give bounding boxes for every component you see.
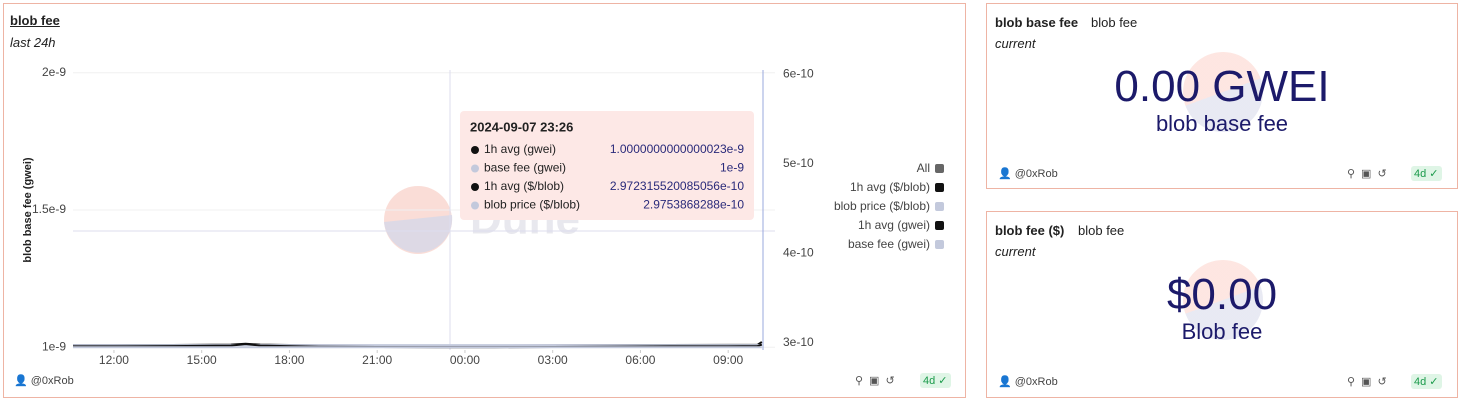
actions[interactable]: ⚲▣↺	[1347, 168, 1393, 180]
y2-tick-label: 3e-10	[783, 335, 814, 349]
counter-value: 0.00 GWEI	[1114, 62, 1330, 111]
x-tick-label: 18:00	[274, 353, 304, 367]
age: 4d	[923, 375, 936, 387]
y2-tick-label: 5e-10	[783, 156, 814, 170]
counter-panel: blob base fee blob fee current 0.00 GWEI…	[986, 3, 1458, 189]
legend-swatch	[935, 221, 944, 230]
chart-title[interactable]: blob fee	[10, 13, 60, 28]
tooltip: 2024-09-07 23:26 1h avg (gwei) 1.000000000…	[460, 111, 754, 220]
counter-label: blob base fee	[1155, 111, 1289, 136]
y-tick-label: 2e-9	[42, 65, 66, 79]
legend-swatch	[935, 183, 944, 192]
counter-title[interactable]: blob base fee	[995, 15, 1079, 30]
legend-label: blob price ($/blob)	[834, 199, 930, 213]
legend-swatch	[935, 164, 944, 173]
watermark-logo	[1183, 52, 1263, 132]
age-badge: 4d ✓	[1411, 374, 1442, 389]
legend-all: All	[917, 161, 930, 175]
tooltip-dot	[471, 146, 479, 154]
chart: Dune1e-91.5e-92e-93e-104e-105e-106e-1012…	[22, 65, 944, 367]
tooltip-dot	[471, 183, 479, 191]
legend-label: 1h avg ($/blob)	[850, 180, 930, 194]
author[interactable]: 👤 @0xRob	[998, 376, 1058, 388]
counter-value: $0.00	[1166, 270, 1278, 319]
age: 4d	[1414, 168, 1427, 180]
x-tick-label: 15:00	[187, 353, 217, 367]
tooltip-dot	[471, 164, 479, 173]
tooltip-name: blob price ($/blob)	[484, 198, 580, 212]
tooltip-title: 2024-09-07 23:26	[470, 119, 573, 134]
x-tick-label: 09:00	[713, 353, 743, 367]
tooltip-name: 1h avg (gwei)	[484, 142, 556, 156]
counter-panel: blob fee ($) blob fee current $0.00 Blob…	[986, 211, 1458, 398]
counter-title[interactable]: blob fee ($)	[995, 223, 1065, 238]
watermark-logo	[1183, 260, 1263, 340]
counter-subtitle: current	[995, 36, 1036, 51]
counter-subtitle: current	[995, 244, 1036, 259]
age-badge: 4d ✓	[920, 373, 951, 388]
legend-label: base fee (gwei)	[848, 237, 930, 251]
x-tick-label: 12:00	[99, 353, 129, 367]
tooltip-name: base fee (gwei)	[484, 161, 566, 175]
tooltip-box	[460, 111, 754, 220]
counter-label: Blob fee	[1181, 319, 1263, 344]
tooltip-value: 1e-9	[720, 161, 744, 175]
legend-swatch	[935, 240, 944, 249]
tooltip-value: 2.972315520085056e-10	[610, 179, 744, 193]
author[interactable]: 👤 @0xRob	[14, 375, 74, 387]
x-tick-label: 03:00	[538, 353, 568, 367]
counter-query[interactable]: blob fee	[1091, 15, 1138, 30]
actions[interactable]: ⚲▣↺	[855, 375, 901, 387]
tooltip-dot	[471, 201, 479, 210]
y-tick-label: 1.5e-9	[32, 202, 66, 216]
author-name[interactable]: @0xRob	[1014, 168, 1058, 180]
chart-subtitle: last 24h	[10, 35, 56, 50]
tooltip-value: 2.9753868288e-10	[643, 198, 744, 212]
tooltip-name: 1h avg ($/blob)	[484, 179, 564, 193]
x-tick-label: 00:00	[450, 353, 480, 367]
x-tick-label: 06:00	[625, 353, 655, 367]
author-name[interactable]: @0xRob	[1014, 376, 1058, 388]
legend-label: 1h avg (gwei)	[858, 218, 930, 232]
y2-tick-label: 6e-10	[783, 67, 814, 81]
y-tick-label: 1e-9	[42, 339, 66, 353]
tooltip-value: 1.0000000000000023e-9	[610, 142, 744, 156]
y-axis-label: blob base fee (gwei)	[22, 157, 34, 262]
counter-query[interactable]: blob fee	[1078, 223, 1125, 238]
author[interactable]: 👤 @0xRob	[998, 168, 1058, 180]
actions[interactable]: ⚲▣↺	[1347, 376, 1393, 388]
watermark-logo	[384, 215, 453, 253]
y2-tick-label: 4e-10	[783, 246, 814, 260]
legend-swatch	[935, 202, 944, 211]
x-tick-label: 21:00	[362, 353, 392, 367]
age: 4d	[1414, 376, 1427, 388]
age-badge: 4d ✓	[1411, 166, 1442, 181]
author-name[interactable]: @0xRob	[30, 375, 74, 387]
